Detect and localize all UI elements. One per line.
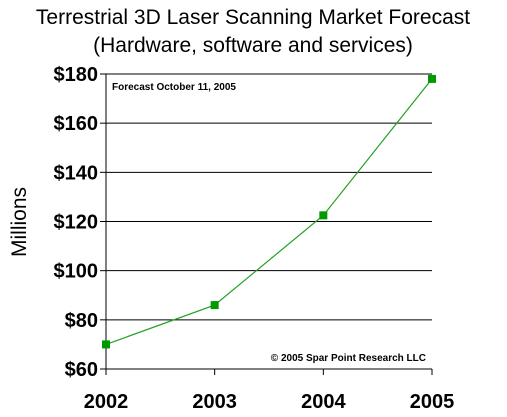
data-point-2002 bbox=[102, 340, 110, 349]
x-tick-label-2005: 2005 bbox=[410, 391, 455, 413]
forecast-note: Forecast October 11, 2005 bbox=[112, 82, 236, 93]
chart-title: Terrestrial 3D Laser Scanning Market For… bbox=[36, 6, 470, 29]
y-tick-label-60: $60 bbox=[65, 359, 98, 381]
data-point-2004 bbox=[319, 211, 328, 220]
data-point-2005 bbox=[428, 74, 436, 83]
x-tick-label-2004: 2004 bbox=[301, 391, 346, 413]
y-tick-label-80: $80 bbox=[65, 310, 98, 332]
series-group bbox=[102, 74, 436, 349]
copyright-note: © 2005 Spar Point Research LLC bbox=[271, 353, 426, 364]
y-tick-label-160: $160 bbox=[54, 113, 99, 135]
y-tick-labels: $60 $80 $100 $120 $140 $160 $180 bbox=[54, 64, 99, 381]
x-tick-label-2002: 2002 bbox=[84, 391, 129, 413]
axes bbox=[100, 73, 433, 375]
chart-subtitle: (Hardware, software and services) bbox=[93, 34, 413, 57]
data-point-2003 bbox=[210, 301, 219, 310]
x-tick-label-2003: 2003 bbox=[192, 391, 237, 413]
x-tick-labels: 2002 2003 2004 2005 bbox=[84, 391, 455, 413]
y-tick-label-180: $180 bbox=[54, 64, 99, 86]
gridlines bbox=[106, 73, 432, 370]
y-tick-label-140: $140 bbox=[54, 162, 99, 184]
series-line-0 bbox=[105, 78, 433, 345]
y-tick-label-100: $100 bbox=[54, 261, 99, 283]
y-tick-label-120: $120 bbox=[54, 212, 99, 234]
y-axis-label: Millions bbox=[8, 187, 31, 257]
